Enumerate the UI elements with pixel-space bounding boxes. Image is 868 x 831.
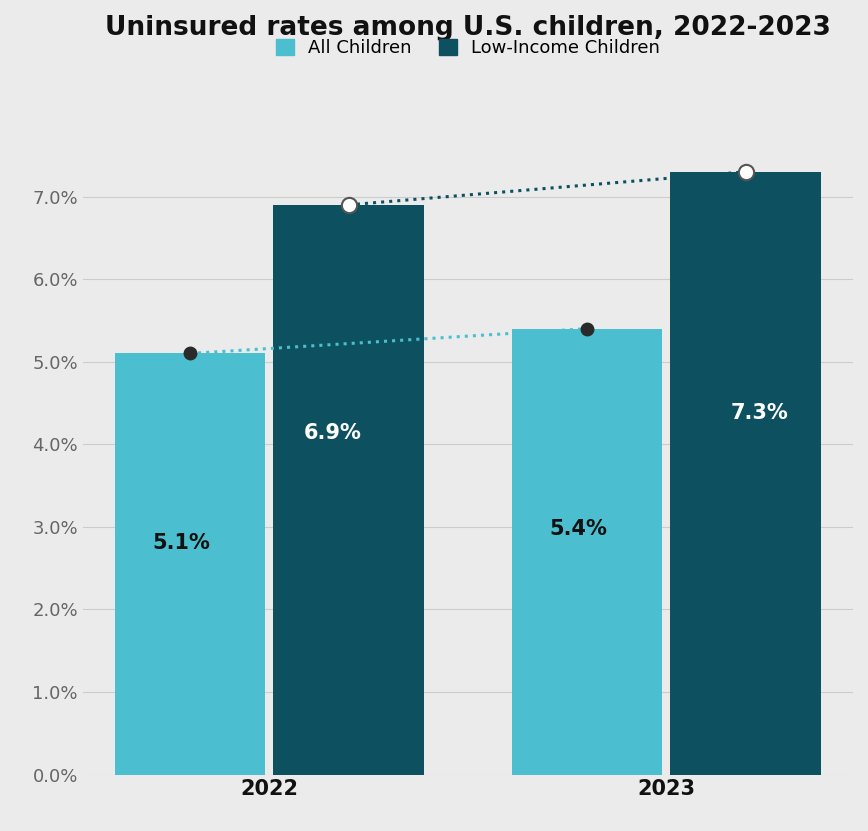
Legend: All Children, Low-Income Children: All Children, Low-Income Children bbox=[276, 39, 661, 57]
Text: 5.4%: 5.4% bbox=[549, 519, 608, 539]
Bar bbox=[115, 353, 266, 774]
Text: 7.3%: 7.3% bbox=[731, 403, 788, 423]
Bar bbox=[273, 204, 424, 774]
Title: Uninsured rates among U.S. children, 2022-2023: Uninsured rates among U.S. children, 202… bbox=[105, 15, 831, 41]
Bar bbox=[511, 329, 662, 774]
Bar bbox=[670, 172, 821, 774]
Text: 6.9%: 6.9% bbox=[304, 423, 361, 443]
Text: 5.1%: 5.1% bbox=[152, 533, 210, 553]
